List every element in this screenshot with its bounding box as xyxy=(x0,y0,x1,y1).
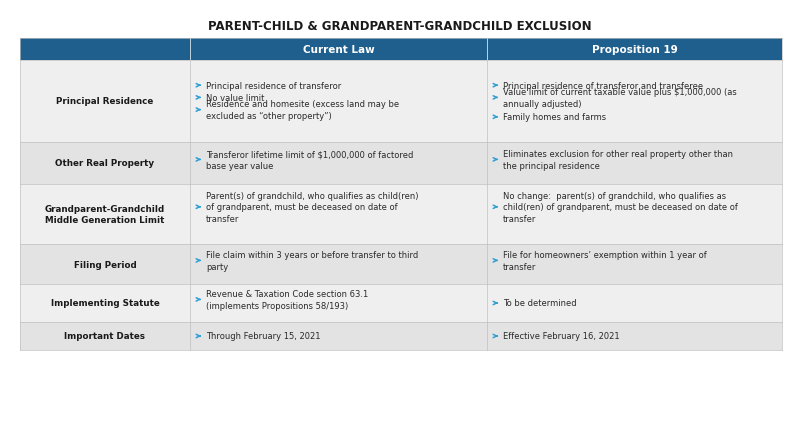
Text: Principal residence of transferor and transferee: Principal residence of transferor and tr… xyxy=(503,82,703,91)
Bar xyxy=(20,61,782,143)
Text: Effective February 16, 2021: Effective February 16, 2021 xyxy=(503,332,620,341)
Text: Principal Residence: Principal Residence xyxy=(56,97,154,106)
Text: Value limit of current taxable value plus $1,000,000 (as
annually adjusted): Value limit of current taxable value plu… xyxy=(503,88,737,108)
Text: Through February 15, 2021: Through February 15, 2021 xyxy=(206,332,321,341)
Bar xyxy=(20,284,782,322)
Text: Grandparent-Grandchild
Middle Generation Limit: Grandparent-Grandchild Middle Generation… xyxy=(45,204,165,225)
Text: Current Law: Current Law xyxy=(302,45,374,55)
Text: Filing Period: Filing Period xyxy=(74,260,136,269)
Text: PARENT-CHILD & GRANDPARENT-GRANDCHILD EXCLUSION: PARENT-CHILD & GRANDPARENT-GRANDCHILD EX… xyxy=(208,20,592,33)
Text: Principal residence of transferor: Principal residence of transferor xyxy=(206,82,342,91)
Text: No value limit: No value limit xyxy=(206,94,264,103)
Text: Eliminates exclusion for other real property other than
the principal residence: Eliminates exclusion for other real prop… xyxy=(503,150,733,170)
Text: Transferor lifetime limit of $1,000,000 of factored
base year value: Transferor lifetime limit of $1,000,000 … xyxy=(206,150,414,170)
Text: To be determined: To be determined xyxy=(503,299,577,308)
Bar xyxy=(20,322,782,350)
Bar xyxy=(20,39,782,61)
Bar xyxy=(20,143,782,184)
Text: Important Dates: Important Dates xyxy=(65,332,146,341)
Text: File for homeowners’ exemption within 1 year of
transfer: File for homeowners’ exemption within 1 … xyxy=(503,250,706,271)
Text: Proposition 19: Proposition 19 xyxy=(592,45,678,55)
Text: Parent(s) of grandchild, who qualifies as child(ren)
of grandparent, must be dec: Parent(s) of grandchild, who qualifies a… xyxy=(206,191,418,223)
Bar xyxy=(20,244,782,284)
Text: Residence and homesite (excess land may be
excluded as “other property”): Residence and homesite (excess land may … xyxy=(206,100,399,121)
Text: Revenue & Taxation Code section 63.1
(implements Propositions 58/193): Revenue & Taxation Code section 63.1 (im… xyxy=(206,289,368,310)
Text: Other Real Property: Other Real Property xyxy=(55,159,154,168)
Text: Family homes and farms: Family homes and farms xyxy=(503,113,606,122)
Text: Implementing Statute: Implementing Statute xyxy=(50,299,159,308)
Bar xyxy=(20,184,782,244)
Text: No change:  parent(s) of grandchild, who qualifies as
child(ren) of grandparent,: No change: parent(s) of grandchild, who … xyxy=(503,191,738,223)
Text: File claim within 3 years or before transfer to third
party: File claim within 3 years or before tran… xyxy=(206,250,418,271)
